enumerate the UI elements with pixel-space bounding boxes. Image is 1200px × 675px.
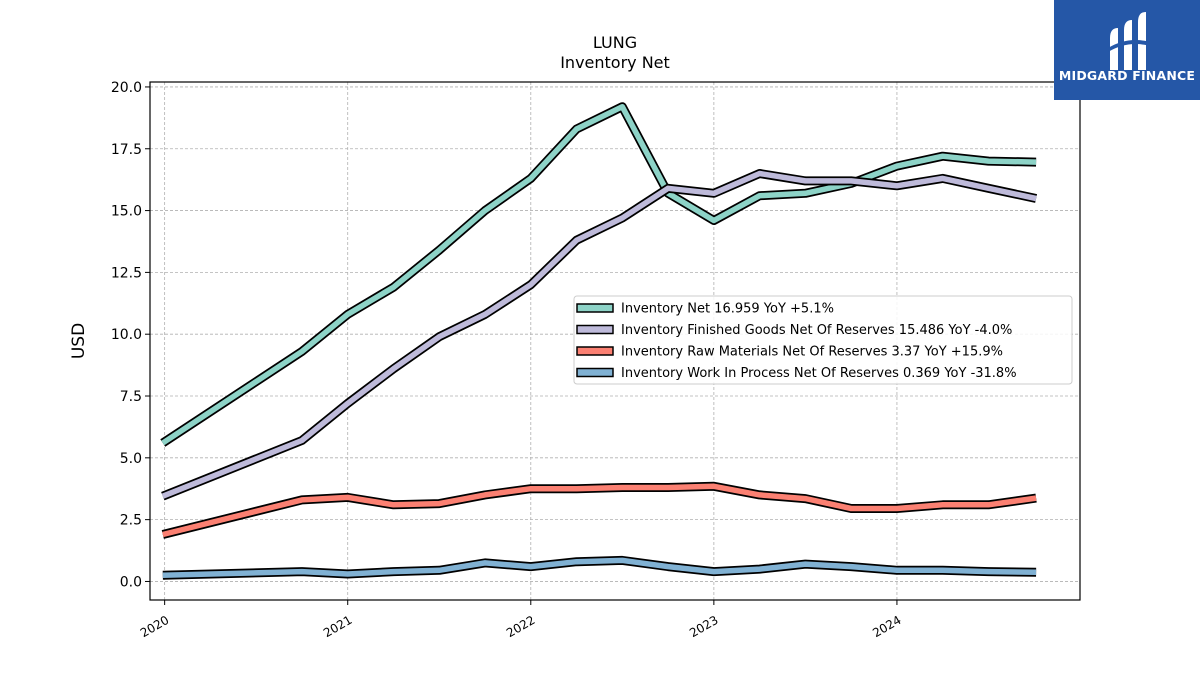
y-tick-label: 5.0 — [120, 451, 142, 467]
series-line-3 — [162, 557, 1037, 579]
y-tick-label: 2.5 — [120, 513, 142, 529]
legend-label: Inventory Net 16.959 YoY +5.1% — [621, 302, 834, 317]
y-axis-label: USD — [69, 323, 89, 359]
legend: Inventory Net 16.959 YoY +5.1% Inventory … — [573, 295, 1073, 385]
series-line-1 — [161, 170, 1037, 499]
y-tick-label: 0.0 — [120, 574, 142, 590]
x-tick-label: 2023 — [687, 613, 720, 640]
x-tick-label: 2021 — [321, 613, 354, 640]
series-lines — [160, 102, 1038, 580]
y-tick-label: 12.5 — [111, 265, 142, 281]
legend-label: Inventory Raw Materials Net Of Reserves … — [621, 345, 1003, 360]
legend-swatch — [576, 303, 614, 313]
chart-subtitle: Inventory Net — [560, 53, 670, 72]
brand-logo: MIDGARD FINANCE — [1054, 0, 1200, 100]
legend-label: Inventory Finished Goods Net Of Reserves… — [621, 323, 1012, 338]
logo-mark-icon — [1108, 12, 1150, 70]
y-tick-label: 10.0 — [111, 327, 142, 343]
legend-swatch — [576, 346, 614, 356]
brand-name: MIDGARD FINANCE — [1058, 68, 1196, 83]
y-tick-label: 20.0 — [111, 80, 142, 96]
x-tick-label: 2022 — [504, 613, 537, 640]
plot-frame — [149, 81, 1081, 601]
legend-box — [573, 295, 1073, 385]
x-tick-label: 2024 — [870, 613, 903, 640]
series-outline-0 — [160, 102, 1037, 447]
x-axis: 2020 2021 2022 2023 2024 — [138, 600, 904, 640]
chart-title: LUNG — [593, 33, 637, 52]
legend-swatch — [576, 367, 614, 378]
legend-label: Inventory Work In Process Net Of Reserve… — [621, 366, 1017, 381]
x-tick-label: 2020 — [138, 613, 171, 640]
legend-swatch — [576, 324, 614, 335]
series-line-2 — [162, 483, 1037, 538]
series-line-0 — [161, 103, 1037, 446]
y-tick-label: 15.0 — [111, 204, 142, 220]
y-tick-label: 7.5 — [120, 389, 142, 405]
y-tick-label: 17.5 — [111, 142, 142, 158]
y-axis: 0.0 2.5 5.0 7.5 10.0 12.5 15.0 17.5 20.0 — [111, 80, 150, 590]
